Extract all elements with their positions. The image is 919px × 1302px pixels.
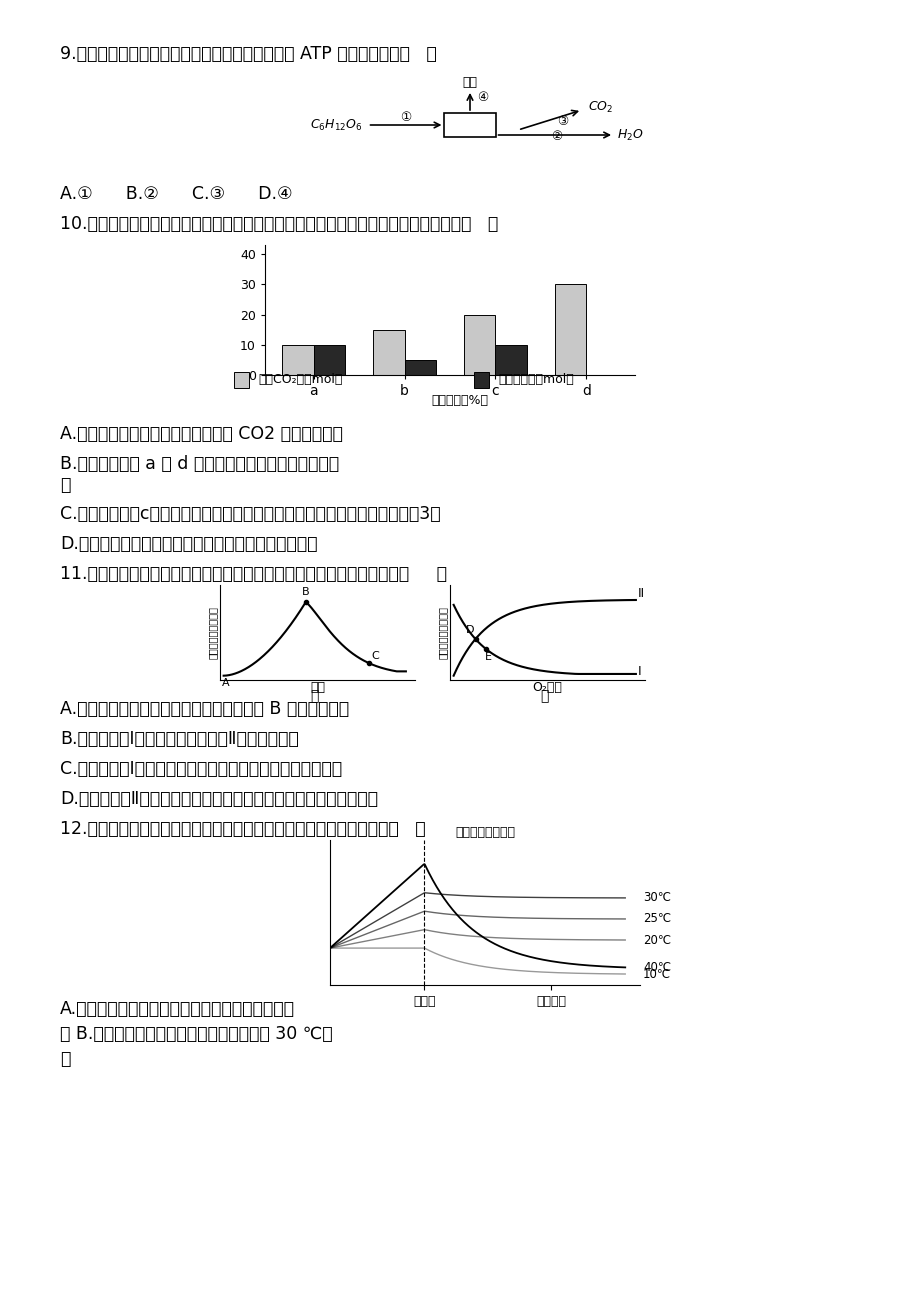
Text: 乳酸: 乳酸 [462,77,477,90]
Text: B.在氧气浓度为 a 或 d 时，酵母菌的呼吸方式都只有一
种: B.在氧气浓度为 a 或 d 时，酵母菌的呼吸方式都只有一 种 [60,454,339,493]
Text: D.实验结果表明，有氧时酵母菌的无氧呼吸会受到抑制: D.实验结果表明，有氧时酵母菌的无氧呼吸会受到抑制 [60,535,317,553]
Text: 甲: 甲 [311,689,319,703]
Text: $H_2O$: $H_2O$ [617,128,643,142]
Text: ③: ③ [557,115,568,128]
Bar [495,345,527,375]
Text: E: E [484,652,492,661]
X-axis label: 温度: 温度 [310,681,324,694]
FancyBboxPatch shape [444,113,495,137]
Text: 11.如图是外界条件对植物呼吸速率的影响曲线图，以下分析不正确的是（     ）: 11.如图是外界条件对植物呼吸速率的影响曲线图，以下分析不正确的是（ ） [60,565,447,583]
Text: ④: ④ [477,91,488,104]
Text: 40℃: 40℃ [642,961,670,974]
Text: Ⅰ: Ⅰ [637,665,641,678]
Bar [234,372,248,388]
Text: A.从甲图可知，细胞呼吸最旺盛时的温度是 B 点对应的温度: A.从甲图可知，细胞呼吸最旺盛时的温度是 B 点对应的温度 [60,700,348,717]
Text: 30℃: 30℃ [642,892,670,905]
Text: C: C [370,651,379,661]
Text: D: D [465,625,474,635]
Bar [554,284,585,375]
Text: 12.如图表示温度对某植物幼苗呼吸作用的影响，下列说法不正确的是（   ）: 12.如图表示温度对某植物幼苗呼吸作用的影响，下列说法不正确的是（ ） [60,820,425,838]
Text: 氧气浓度（%）: 氧气浓度（%） [431,393,488,406]
Text: 20℃: 20℃ [642,934,670,947]
Bar [463,315,495,375]
Text: $C_6H_{12}O_6$: $C_6H_{12}O_6$ [310,117,362,133]
Bar [313,345,345,375]
Text: 9.下图为不完整的人体细胞呼吸示意图，其中产生 ATP 最多的过程是（   ）: 9.下图为不完整的人体细胞呼吸示意图，其中产生 ATP 最多的过程是（ ） [60,46,437,62]
Text: 25℃: 25℃ [642,913,670,926]
Text: B: B [301,587,310,598]
Bar [281,345,313,375]
Text: C.在氧气浓度为c时，酵母菌有氧呼吸消耗的葡萄糖是无氧呼吸消耗葡萄糖的3倍: C.在氧气浓度为c时，酵母菌有氧呼吸消耗的葡萄糖是无氧呼吸消耗葡萄糖的3倍 [60,505,440,523]
Text: $CO_2$: $CO_2$ [588,99,613,115]
Bar [404,359,436,375]
Text: C.乙图中曲线Ⅰ表示的生理过程所利用的有机物主要是葡萄糖: C.乙图中曲线Ⅰ表示的生理过程所利用的有机物主要是葡萄糖 [60,760,342,779]
Text: D.乙图中曲线Ⅱ最终趋于平衡，可能是受到温度或呼吸酶数量的限制: D.乙图中曲线Ⅱ最终趋于平衡，可能是受到温度或呼吸酶数量的限制 [60,790,378,809]
Text: 右: 右 [60,1049,70,1068]
Text: A: A [221,678,229,687]
Bar [372,329,404,375]
Text: B.乙图中曲线Ⅰ表示有氧呼吸，曲线Ⅱ表示无氧呼吸: B.乙图中曲线Ⅰ表示有氧呼吸，曲线Ⅱ表示无氧呼吸 [60,730,299,749]
Text: A.实验自变量是氧气浓度，因变量是 CO2 和酒精生成量: A.实验自变量是氧气浓度，因变量是 CO2 和酒精生成量 [60,424,343,443]
Text: 产生CO₂量（mol）: 产生CO₂量（mol） [258,374,343,387]
Text: 10℃: 10℃ [642,967,670,980]
Text: 乙: 乙 [540,689,549,703]
Text: Ⅱ: Ⅱ [637,586,643,599]
Text: ①: ① [400,111,411,124]
Text: 10.如图是探究氧气浓度对酵母菌细胞呼吸方式影响的实验结果。下列有关叙述错误的（   ）: 10.如图是探究氧气浓度对酵母菌细胞呼吸方式影响的实验结果。下列有关叙述错误的（… [60,215,498,233]
Text: 产生酒精量（mol）: 产生酒精量（mol） [498,374,573,387]
Text: 行 B.据图可知该植物呼吸作用的最适温度是 30 ℃左: 行 B.据图可知该植物呼吸作用的最适温度是 30 ℃左 [60,1025,333,1043]
Text: ②: ② [550,130,562,143]
Text: A.测定该植物的呼吸作用强度需要在遮光条件下进: A.测定该植物的呼吸作用强度需要在遮光条件下进 [60,1000,295,1018]
Y-axis label: 呼吸作用的相对速率: 呼吸作用的相对速率 [437,605,447,659]
Bar [474,372,488,388]
X-axis label: O₂浓度: O₂浓度 [532,681,562,694]
Text: A.①      B.②      C.③      D.④: A.① B.② C.③ D.④ [60,185,292,203]
Y-axis label: 呼吸作用的相对速率: 呼吸作用的相对速率 [207,605,217,659]
Title: 呼吸作用相对速率: 呼吸作用相对速率 [455,825,515,838]
